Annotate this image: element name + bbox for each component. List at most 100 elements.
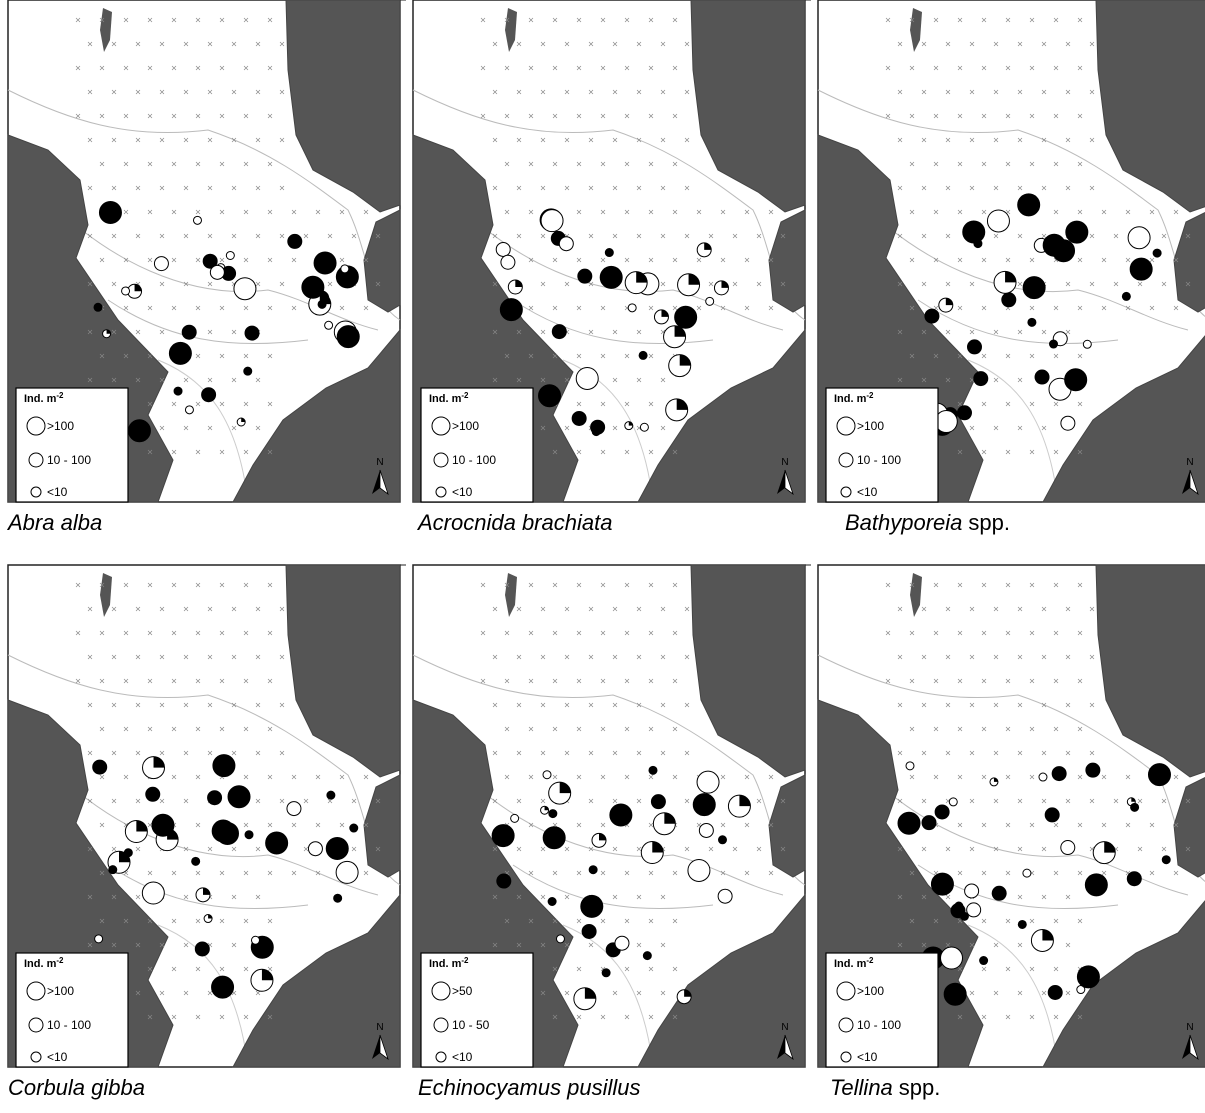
station xyxy=(75,65,81,71)
abundance-symbol xyxy=(642,951,652,961)
station xyxy=(636,942,642,948)
abundance-symbol xyxy=(491,824,515,848)
station xyxy=(969,281,975,287)
station xyxy=(1089,606,1095,612)
station xyxy=(957,65,963,71)
station xyxy=(909,870,915,876)
station xyxy=(1065,606,1071,612)
station xyxy=(648,257,654,263)
station xyxy=(636,654,642,660)
station xyxy=(1029,822,1035,828)
station xyxy=(1065,654,1071,660)
station xyxy=(1065,750,1071,756)
abundance-symbol xyxy=(287,233,303,249)
station xyxy=(612,233,618,239)
station xyxy=(1185,846,1191,852)
station xyxy=(564,185,570,191)
station xyxy=(660,990,666,996)
abundance-symbol xyxy=(650,794,666,810)
abundance-symbol xyxy=(92,759,108,775)
station xyxy=(897,185,903,191)
station xyxy=(1101,257,1107,263)
station xyxy=(600,630,606,636)
station xyxy=(957,449,963,455)
station xyxy=(504,209,510,215)
station xyxy=(480,582,486,588)
station xyxy=(672,774,678,780)
station xyxy=(492,654,498,660)
station xyxy=(684,89,690,95)
station xyxy=(600,305,606,311)
station xyxy=(576,17,582,23)
station xyxy=(171,582,177,588)
station xyxy=(624,630,630,636)
abundance-symbol xyxy=(1042,233,1066,257)
station xyxy=(552,1014,558,1020)
station xyxy=(600,401,606,407)
station xyxy=(648,113,654,119)
station xyxy=(243,774,249,780)
station xyxy=(648,726,654,732)
station xyxy=(921,894,927,900)
abundance-symbol xyxy=(1017,919,1027,929)
legend-title: Ind. m-2 xyxy=(834,956,874,970)
station xyxy=(540,654,546,660)
abundance-share xyxy=(598,833,606,841)
abundance-symbol xyxy=(614,935,630,951)
station xyxy=(243,966,249,972)
station xyxy=(75,630,81,636)
station xyxy=(552,726,558,732)
station xyxy=(363,774,369,780)
station xyxy=(504,113,510,119)
legend-title-text: Ind. m xyxy=(429,393,462,405)
station xyxy=(243,305,249,311)
station xyxy=(123,257,129,263)
station xyxy=(480,17,486,23)
station xyxy=(87,329,93,335)
legend-symbol xyxy=(30,486,42,498)
station xyxy=(87,894,93,900)
station xyxy=(1029,449,1035,455)
station xyxy=(672,257,678,263)
station xyxy=(720,257,726,263)
station xyxy=(1029,257,1035,263)
station xyxy=(147,113,153,119)
station xyxy=(159,41,165,47)
abundance-symbol xyxy=(225,250,235,260)
station xyxy=(279,185,285,191)
station xyxy=(339,774,345,780)
station xyxy=(945,377,951,383)
station xyxy=(969,606,975,612)
abundance-symbol xyxy=(243,366,253,376)
station xyxy=(135,894,141,900)
station xyxy=(1149,822,1155,828)
station xyxy=(1113,233,1119,239)
abundance-symbol xyxy=(717,835,727,845)
station xyxy=(195,966,201,972)
station xyxy=(255,233,261,239)
station xyxy=(480,630,486,636)
station xyxy=(1185,281,1191,287)
station xyxy=(315,209,321,215)
station xyxy=(267,726,273,732)
station xyxy=(111,894,117,900)
abundance-symbol xyxy=(1065,220,1089,244)
abundance-symbol xyxy=(934,410,958,434)
station xyxy=(1005,630,1011,636)
abundance-share xyxy=(118,851,130,863)
station xyxy=(516,798,522,804)
station xyxy=(267,161,273,167)
station xyxy=(957,1014,963,1020)
station xyxy=(1029,17,1035,23)
station xyxy=(648,209,654,215)
station xyxy=(981,401,987,407)
station xyxy=(243,113,249,119)
station xyxy=(1065,185,1071,191)
station xyxy=(552,65,558,71)
abundance-symbol xyxy=(191,856,201,866)
station xyxy=(87,41,93,47)
station xyxy=(768,305,774,311)
station xyxy=(576,582,582,588)
abundance-share xyxy=(208,914,213,919)
legend-title-text: Ind. m xyxy=(24,393,57,405)
